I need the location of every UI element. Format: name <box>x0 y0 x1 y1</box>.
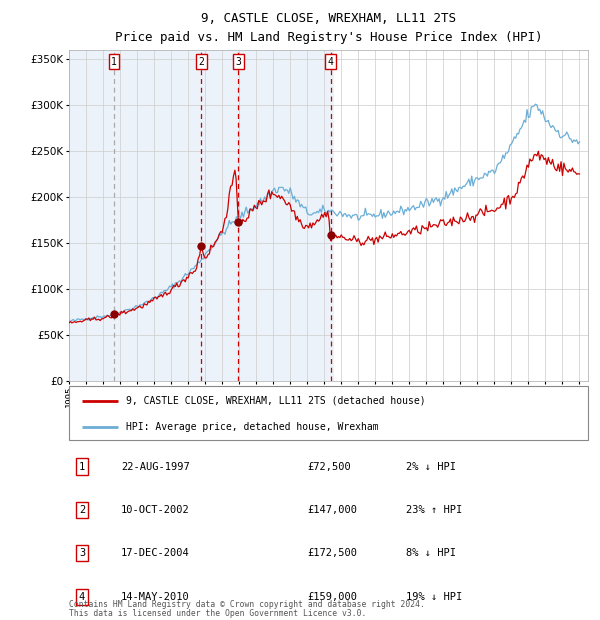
Text: 8% ↓ HPI: 8% ↓ HPI <box>406 548 457 559</box>
Text: This data is licensed under the Open Government Licence v3.0.: This data is licensed under the Open Gov… <box>69 608 367 618</box>
Text: £147,000: £147,000 <box>308 505 358 515</box>
Text: 4: 4 <box>79 591 85 602</box>
Text: 1: 1 <box>79 461 85 472</box>
Text: 2% ↓ HPI: 2% ↓ HPI <box>406 461 457 472</box>
Text: 4: 4 <box>328 56 334 66</box>
Title: 9, CASTLE CLOSE, WREXHAM, LL11 2TS
Price paid vs. HM Land Registry's House Price: 9, CASTLE CLOSE, WREXHAM, LL11 2TS Price… <box>115 12 542 44</box>
Text: 14-MAY-2010: 14-MAY-2010 <box>121 591 190 602</box>
Text: £72,500: £72,500 <box>308 461 352 472</box>
Text: 1: 1 <box>111 56 117 66</box>
Text: 9, CASTLE CLOSE, WREXHAM, LL11 2TS (detached house): 9, CASTLE CLOSE, WREXHAM, LL11 2TS (deta… <box>126 396 426 406</box>
Text: £172,500: £172,500 <box>308 548 358 559</box>
Text: HPI: Average price, detached house, Wrexham: HPI: Average price, detached house, Wrex… <box>126 422 379 432</box>
Text: 23% ↑ HPI: 23% ↑ HPI <box>406 505 463 515</box>
Text: 3: 3 <box>79 548 85 559</box>
Text: 2: 2 <box>198 56 204 66</box>
Text: 22-AUG-1997: 22-AUG-1997 <box>121 461 190 472</box>
Bar <box>69 50 334 381</box>
Text: 17-DEC-2004: 17-DEC-2004 <box>121 548 190 559</box>
FancyBboxPatch shape <box>69 386 588 440</box>
Text: £159,000: £159,000 <box>308 591 358 602</box>
Text: Contains HM Land Registry data © Crown copyright and database right 2024.: Contains HM Land Registry data © Crown c… <box>69 600 425 609</box>
Text: 10-OCT-2002: 10-OCT-2002 <box>121 505 190 515</box>
Text: 2: 2 <box>79 505 85 515</box>
Text: 19% ↓ HPI: 19% ↓ HPI <box>406 591 463 602</box>
Text: 3: 3 <box>236 56 241 66</box>
